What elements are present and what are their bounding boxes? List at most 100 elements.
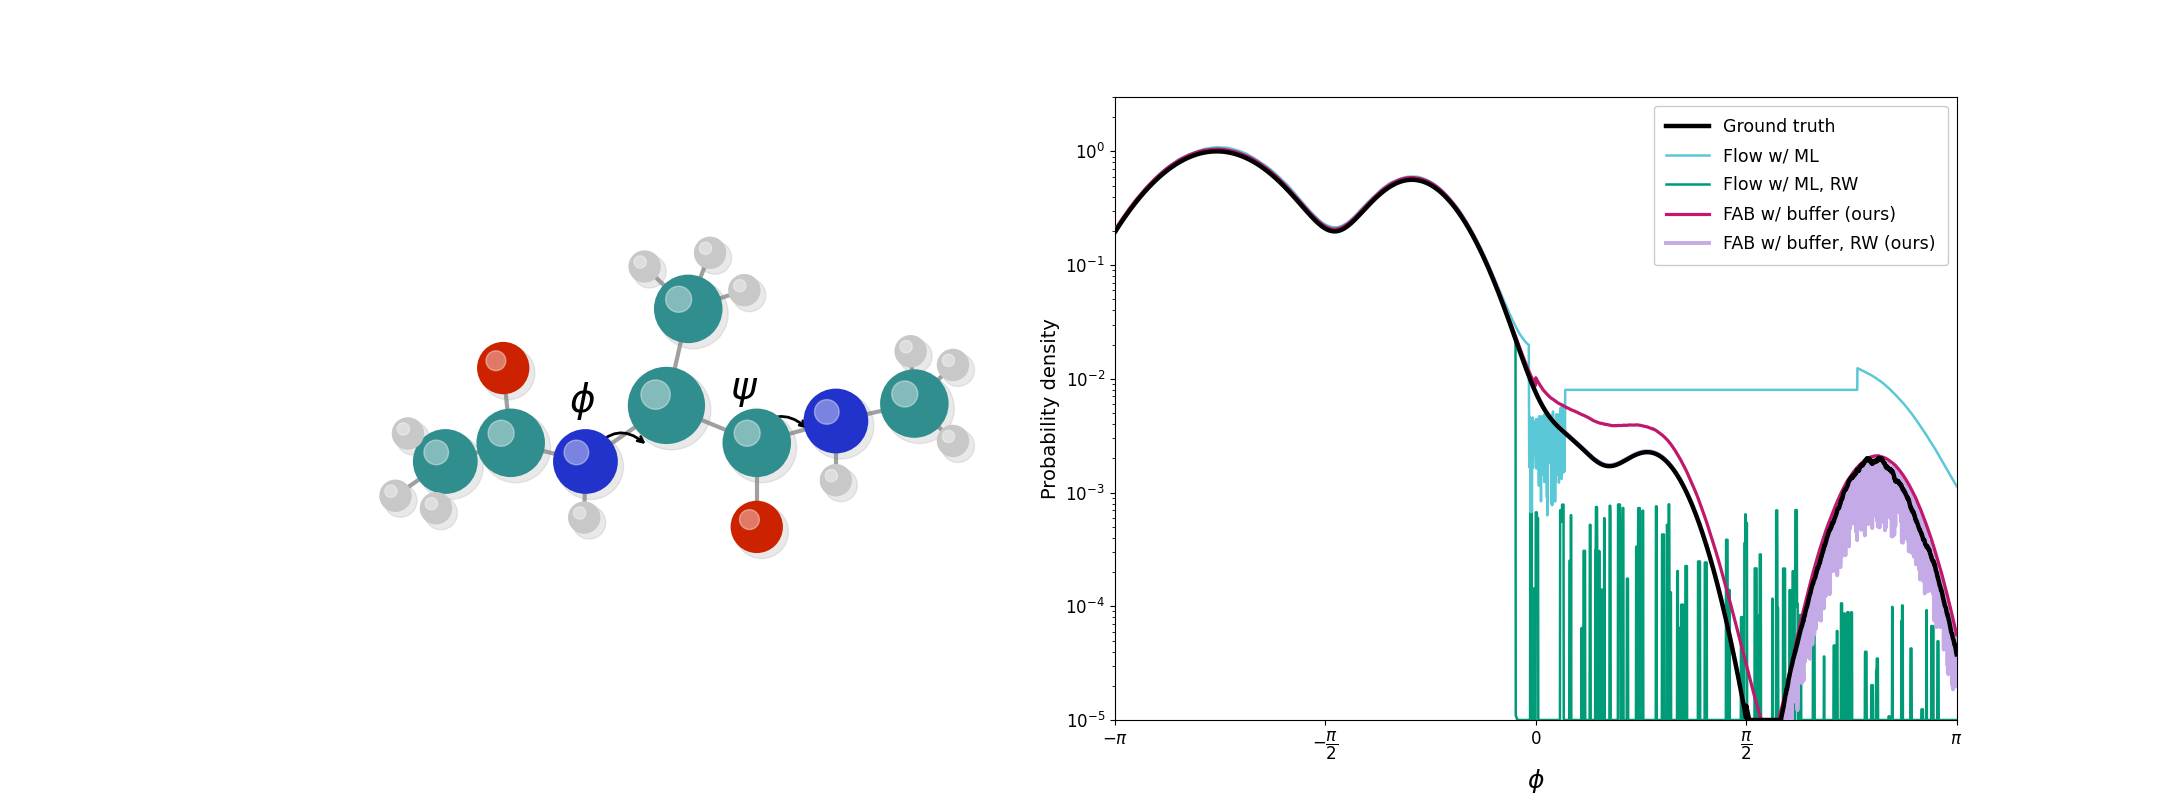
Circle shape <box>567 502 600 534</box>
FAB w/ buffer (ours) <box>1748 715 1774 725</box>
FAB w/ buffer, RW (ours) <box>1502 332 1528 341</box>
FAB w/ buffer, RW (ours) <box>1876 480 1902 489</box>
Line: FAB w/ buffer, RW (ours): FAB w/ buffer, RW (ours) <box>1115 150 1957 720</box>
FAB w/ buffer, RW (ours) <box>1102 227 1128 236</box>
Circle shape <box>900 341 913 353</box>
Circle shape <box>635 256 646 268</box>
Circle shape <box>820 464 852 497</box>
Circle shape <box>487 351 507 371</box>
Flow w/ ML, RW <box>1463 235 1489 245</box>
Flow w/ ML, RW <box>1876 711 1902 721</box>
Ground truth <box>1876 464 1902 474</box>
Circle shape <box>728 274 761 307</box>
FAB w/ buffer, RW (ours) <box>1713 616 1739 625</box>
X-axis label: $\phi$: $\phi$ <box>1526 768 1544 795</box>
FAB w/ buffer, RW (ours) <box>1457 222 1483 232</box>
Circle shape <box>739 510 759 530</box>
Circle shape <box>426 498 437 510</box>
Circle shape <box>722 409 791 477</box>
Circle shape <box>641 380 670 409</box>
Flow w/ ML, RW <box>1204 146 1230 156</box>
Circle shape <box>700 242 711 255</box>
Circle shape <box>654 274 722 343</box>
Circle shape <box>824 468 857 502</box>
Circle shape <box>730 501 783 553</box>
Circle shape <box>809 393 874 459</box>
Circle shape <box>733 278 765 311</box>
Circle shape <box>885 374 954 443</box>
Flow w/ ML <box>1102 225 1128 235</box>
Circle shape <box>633 255 665 288</box>
Circle shape <box>574 507 585 519</box>
Flow w/ ML, RW <box>1502 332 1528 342</box>
Circle shape <box>391 417 424 450</box>
Circle shape <box>941 354 954 366</box>
Flow w/ ML <box>1944 481 1970 491</box>
FAB w/ buffer, RW (ours) <box>1733 715 1759 725</box>
Ground truth <box>1457 223 1483 233</box>
Circle shape <box>633 371 711 450</box>
Circle shape <box>385 485 398 498</box>
Circle shape <box>396 422 430 455</box>
Circle shape <box>398 423 409 435</box>
Line: Flow w/ ML, RW: Flow w/ ML, RW <box>1115 151 1957 720</box>
Circle shape <box>424 497 457 530</box>
Circle shape <box>941 430 954 443</box>
FAB w/ buffer (ours) <box>1204 144 1230 154</box>
Ground truth <box>1944 650 1970 659</box>
Circle shape <box>480 413 550 483</box>
Circle shape <box>480 346 535 400</box>
Circle shape <box>417 434 483 499</box>
Circle shape <box>378 480 411 512</box>
FAB w/ buffer (ours) <box>1502 330 1528 340</box>
Flow w/ ML <box>1876 383 1902 393</box>
Flow w/ ML, RW <box>1102 227 1128 237</box>
Flow w/ ML <box>1202 142 1228 152</box>
Ground truth <box>1713 617 1739 627</box>
Flow w/ ML, RW <box>1917 715 1944 725</box>
Circle shape <box>665 286 691 312</box>
Circle shape <box>572 506 607 539</box>
Circle shape <box>659 279 728 349</box>
Circle shape <box>937 349 970 381</box>
Flow w/ ML <box>1917 438 1944 447</box>
Circle shape <box>694 236 726 269</box>
FAB w/ buffer, RW (ours) <box>1204 146 1230 155</box>
FAB w/ buffer (ours) <box>1463 234 1489 244</box>
Flow w/ ML, RW <box>1457 223 1483 233</box>
Circle shape <box>563 440 589 464</box>
Ground truth <box>1917 552 1944 561</box>
FAB w/ buffer (ours) <box>1102 226 1128 235</box>
Text: $\psi$: $\psi$ <box>730 371 759 409</box>
Ground truth <box>1502 332 1528 342</box>
Circle shape <box>413 429 478 493</box>
FAB w/ buffer, RW (ours) <box>1463 235 1489 244</box>
FAB w/ buffer (ours) <box>1876 455 1902 465</box>
Circle shape <box>733 279 746 292</box>
FAB w/ buffer, RW (ours) <box>1944 662 1970 671</box>
Line: FAB w/ buffer (ours): FAB w/ buffer (ours) <box>1115 149 1957 720</box>
Flow w/ ML <box>1502 320 1528 330</box>
Circle shape <box>628 250 661 282</box>
Ground truth <box>1737 715 1763 725</box>
Ground truth <box>1102 227 1128 237</box>
Flow w/ ML, RW <box>1713 535 1739 544</box>
Circle shape <box>891 381 917 407</box>
Circle shape <box>420 492 452 524</box>
Circle shape <box>698 241 730 274</box>
Flow w/ ML, RW <box>1504 715 1530 725</box>
FAB w/ buffer (ours) <box>1917 534 1944 544</box>
Circle shape <box>880 369 948 438</box>
Circle shape <box>894 335 926 367</box>
Flow w/ ML, RW <box>1944 715 1970 725</box>
Circle shape <box>826 469 837 482</box>
FAB w/ buffer (ours) <box>1944 629 1970 639</box>
Circle shape <box>385 485 417 517</box>
Circle shape <box>552 429 617 493</box>
Circle shape <box>557 434 624 499</box>
Circle shape <box>941 430 974 463</box>
Circle shape <box>900 340 933 373</box>
Flow w/ ML <box>1457 220 1483 230</box>
Y-axis label: Probability density: Probability density <box>1041 318 1059 499</box>
Ground truth <box>1463 235 1489 245</box>
